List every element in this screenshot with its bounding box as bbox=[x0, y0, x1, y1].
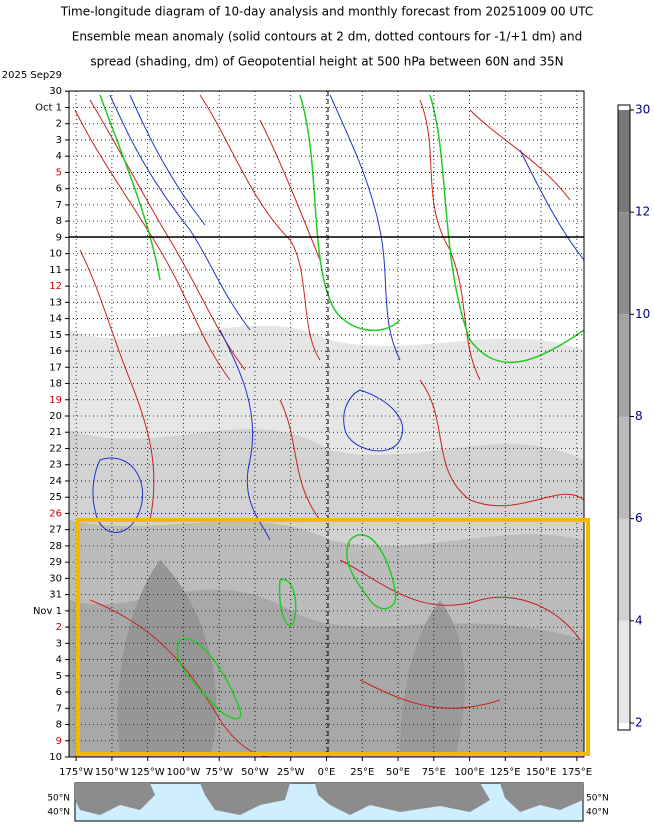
y-tick-label: 8 bbox=[56, 216, 62, 227]
chart-title: Time-longitude diagram of 10-day analysi… bbox=[60, 5, 593, 19]
y-tick-label: 29 bbox=[49, 557, 62, 568]
y-tick-label: 20 bbox=[49, 411, 62, 422]
map-lat-label: 50°N bbox=[47, 794, 70, 804]
colorbar-frame bbox=[617, 104, 631, 731]
y-tick-label: 19 bbox=[49, 395, 62, 406]
y-tick-label: 6 bbox=[56, 184, 62, 195]
x-tick-label: 100°W bbox=[166, 767, 200, 778]
y-tick-label: 2 bbox=[56, 622, 62, 633]
y-tick-label: Oct 1 bbox=[35, 102, 62, 113]
colorbar-label: 10 bbox=[635, 307, 650, 321]
y-tick-label: 24 bbox=[49, 476, 62, 487]
x-tick-label: 75°E bbox=[422, 767, 446, 778]
y-tick-label: 9 bbox=[56, 736, 62, 747]
y-tick-label: 2025 Sep29 bbox=[2, 70, 62, 81]
y-tick-label: 23 bbox=[49, 460, 62, 471]
spread-shading bbox=[69, 325, 584, 757]
y-tick-label: 28 bbox=[49, 541, 62, 552]
y-tick-label: 8 bbox=[56, 720, 62, 731]
colorbar-label: 6 bbox=[635, 511, 643, 525]
y-tick-label: 9 bbox=[56, 232, 62, 243]
y-tick-label: 26 bbox=[49, 508, 62, 519]
x-tick-label: 150°W bbox=[95, 767, 129, 778]
y-tick-label: 7 bbox=[56, 200, 62, 211]
y-tick-label: 30 bbox=[49, 573, 62, 584]
map-lat-label: 40°N bbox=[586, 808, 609, 818]
x-tick-label: 125°W bbox=[131, 767, 165, 778]
colorbar-segment bbox=[618, 620, 630, 723]
y-tick-label: 3 bbox=[56, 135, 62, 146]
colorbar-label: 8 bbox=[635, 409, 643, 423]
chart-title: spread (shading, dm) of Geopotential hei… bbox=[90, 55, 563, 69]
x-tick-label: 50°E bbox=[386, 767, 410, 778]
x-tick-label: 50°W bbox=[241, 767, 269, 778]
y-tick-label: 5 bbox=[56, 167, 62, 178]
y-tick-label: 30 bbox=[49, 86, 62, 97]
y-tick-label: 6 bbox=[56, 687, 62, 698]
colorbar-label: 30 bbox=[635, 103, 650, 117]
y-tick-label: 25 bbox=[49, 492, 62, 503]
colorbar-segment bbox=[618, 518, 630, 621]
y-tick-label: 18 bbox=[49, 379, 62, 390]
y-tick-label: 17 bbox=[49, 362, 62, 373]
y-tick-label: 4 bbox=[56, 151, 62, 162]
x-tick-label: 150°E bbox=[526, 767, 556, 778]
chart-title: Ensemble mean anomaly (solid contours at… bbox=[72, 30, 583, 44]
x-tick-label: 125°E bbox=[490, 767, 520, 778]
y-tick-label: 27 bbox=[49, 525, 62, 536]
y-tick-label: 10 bbox=[49, 249, 62, 260]
y-tick-label: 21 bbox=[49, 427, 62, 438]
y-tick-label: 15 bbox=[49, 330, 62, 341]
colorbar-segment bbox=[618, 416, 630, 519]
colorbar-label: 4 bbox=[635, 613, 643, 627]
y-tick-label: 12 bbox=[49, 281, 62, 292]
y-tick-label: 7 bbox=[56, 703, 62, 714]
colorbar-label: 12 bbox=[635, 205, 650, 219]
anomaly-contours bbox=[74, 94, 585, 758]
colorbar-segment bbox=[618, 314, 630, 417]
colorbar-segment bbox=[618, 110, 630, 213]
colorbar-label: 2 bbox=[635, 716, 643, 730]
x-tick-label: 75°W bbox=[205, 767, 233, 778]
y-tick-label: 22 bbox=[49, 443, 62, 454]
y-tick-label: 13 bbox=[49, 297, 62, 308]
x-tick-label: 0°E bbox=[318, 767, 336, 778]
x-tick-label: 175°W bbox=[59, 767, 93, 778]
map-land bbox=[75, 783, 583, 815]
colorbar-segment bbox=[618, 212, 630, 315]
y-tick-label: 11 bbox=[49, 265, 62, 276]
x-tick-label: 25°E bbox=[350, 767, 374, 778]
map-lat-label: 40°N bbox=[47, 808, 70, 818]
y-tick-label: 14 bbox=[49, 314, 62, 325]
y-tick-label: 16 bbox=[49, 346, 62, 357]
y-tick-label: 31 bbox=[49, 590, 62, 601]
y-tick-label: 3 bbox=[56, 638, 62, 649]
y-tick-label: 10 bbox=[49, 752, 62, 763]
y-tick-label: 4 bbox=[56, 655, 62, 666]
x-tick-label: 25°W bbox=[277, 767, 305, 778]
y-tick-label: 5 bbox=[56, 671, 62, 682]
x-tick-label: 175°E bbox=[562, 767, 592, 778]
highlight-box bbox=[76, 518, 590, 756]
map-lat-label: 50°N bbox=[586, 794, 609, 804]
y-tick-label: Nov 1 bbox=[33, 606, 62, 617]
y-tick-label: 2 bbox=[56, 119, 62, 130]
x-tick-label: 100°E bbox=[454, 767, 484, 778]
